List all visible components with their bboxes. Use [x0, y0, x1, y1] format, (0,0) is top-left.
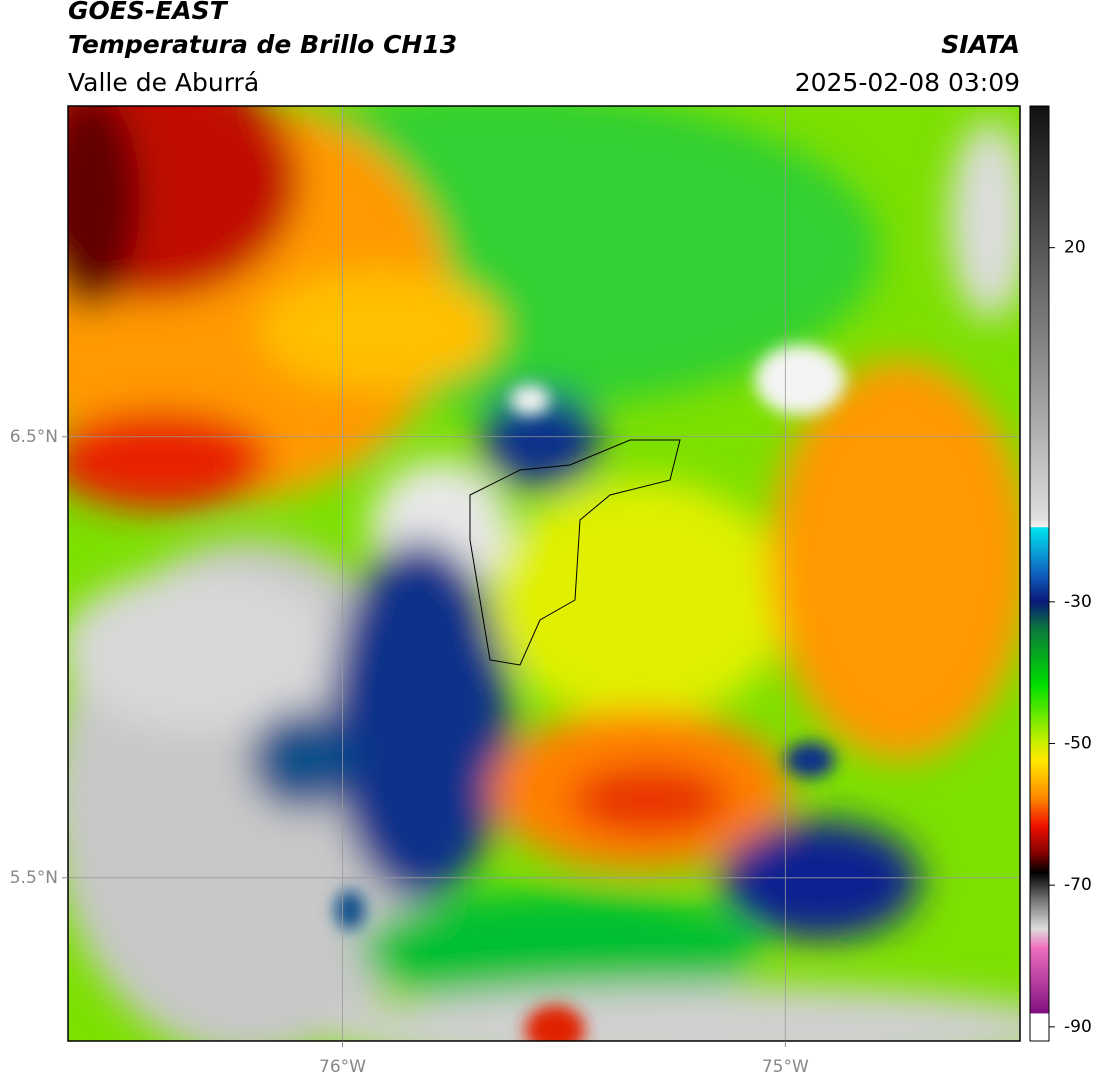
map-frame: [67, 105, 1021, 1042]
colorbar-label: -30: [1064, 592, 1092, 612]
subtitle: Temperatura de Brillo CH13: [68, 30, 457, 59]
valley-outline: [469, 439, 681, 666]
colorbar-label: -50: [1064, 734, 1092, 754]
x-tick-label: 75°W: [762, 1057, 809, 1077]
y-tick-label: 5.5°N: [10, 868, 58, 888]
colorbar-label: 20: [1064, 238, 1086, 258]
source: SIATA: [941, 30, 1020, 59]
colorbar-label: -90: [1064, 1017, 1092, 1037]
colorbar-label: -70: [1064, 875, 1092, 895]
imagery: [68, 106, 1020, 1041]
colorbar: [1029, 105, 1050, 1042]
y-tick-label: 6.5°N: [10, 427, 58, 447]
grid: [68, 106, 1020, 1041]
title: GOES-EAST: [68, 0, 229, 25]
datetime: 2025-02-08 03:09: [795, 68, 1020, 97]
region: Valle de Aburrá: [68, 68, 259, 97]
x-tick-label: 76°W: [319, 1057, 366, 1077]
